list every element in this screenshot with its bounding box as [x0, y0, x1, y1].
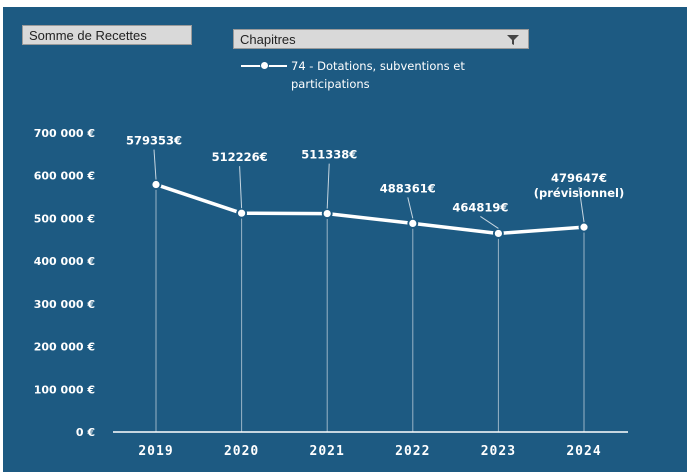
data-point: [578, 221, 590, 233]
data-label: 488361€: [380, 181, 436, 195]
line-chart: 0 € 100 000 € 200 000 € 300 000 € 400 000 € 5…: [34, 127, 628, 459]
y-tick-label: 300 000 €: [34, 298, 95, 311]
data-label-leader: [239, 166, 243, 209]
x-tick-label: 2019: [138, 444, 173, 459]
chart-panel: Somme de Recettes Chapitres 74 - Dotatio…: [3, 7, 687, 472]
x-tick-label: 2024: [566, 444, 601, 459]
y-tick-label: 100 000 €: [34, 383, 95, 396]
y-tick-label: 200 000 €: [34, 341, 95, 354]
chapitres-filter-button[interactable]: Chapitres: [233, 29, 529, 49]
data-label: 464819€: [452, 200, 508, 214]
data-label: 511338€: [301, 148, 357, 162]
y-tick-label: 500 000 €: [34, 212, 95, 225]
data-label-leader: [153, 149, 157, 180]
y-tick-label: 700 000 €: [34, 127, 95, 140]
data-label: 479647€: [551, 171, 607, 185]
data-label-note: (prévisionnel): [534, 186, 624, 200]
data-label: 512226€: [212, 150, 268, 164]
data-point: [492, 228, 504, 239]
filter-icon[interactable]: [506, 34, 520, 46]
sum-field-button[interactable]: Somme de Recettes: [22, 25, 192, 45]
data-point: [150, 179, 162, 190]
y-tick-label: 600 000 €: [34, 170, 95, 183]
data-label-leader: [407, 197, 414, 219]
data-point: [407, 218, 419, 229]
data-label-leader: [578, 187, 585, 223]
data-label: 579353€: [126, 134, 182, 148]
data-label-leader: [326, 163, 330, 209]
y-tick-label: 400 000 €: [34, 255, 95, 268]
data-point: [321, 208, 333, 219]
x-tick-label: 2020: [224, 444, 259, 459]
y-tick-label: 0 €: [76, 426, 95, 439]
x-tick-label: 2023: [481, 444, 516, 459]
x-tick-label: 2021: [310, 444, 345, 459]
legend-marker-swatch: [260, 61, 269, 70]
x-tick-label: 2022: [395, 444, 430, 459]
data-label-leader: [480, 216, 499, 229]
legend-series-name: 74 - Dotations, subventions et participa…: [291, 59, 465, 91]
filter-label: Chapitres: [240, 32, 296, 47]
data-point: [236, 207, 248, 219]
series-line: [155, 182, 585, 236]
